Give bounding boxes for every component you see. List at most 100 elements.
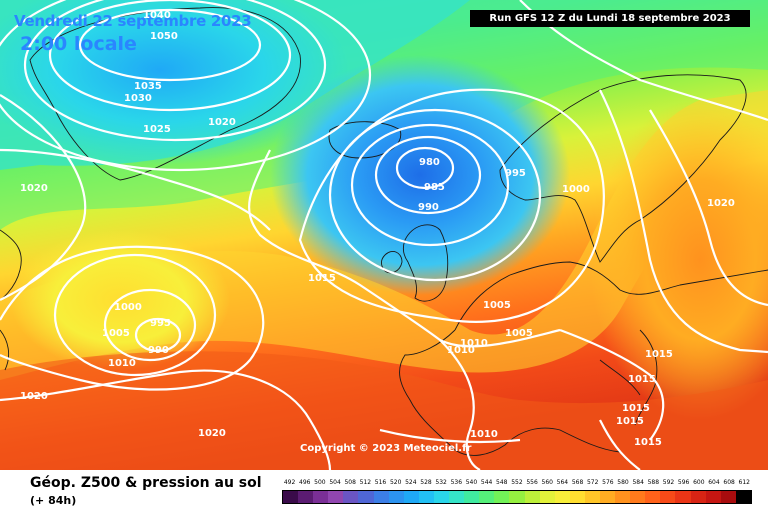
isobar-label: 1015 xyxy=(628,374,656,385)
color-scale-bar xyxy=(282,490,752,504)
scale-label: 560 xyxy=(541,479,553,486)
scale-label: 556 xyxy=(526,479,538,486)
scale-swatch xyxy=(373,491,389,503)
isobar-label: 1015 xyxy=(616,416,644,427)
forecast-date: Vendredi 22 septembre 2023 xyxy=(14,12,252,30)
map-title: Géop. Z500 & pression au sol xyxy=(30,475,262,491)
scale-swatch xyxy=(433,491,450,503)
isobar-label: 1015 xyxy=(622,403,650,414)
scale-swatch xyxy=(569,491,585,503)
scale-swatch xyxy=(645,491,661,503)
map-footer: Géop. Z500 & pression au sol (+ 84h) 492… xyxy=(0,470,768,512)
scale-label: 516 xyxy=(374,479,387,486)
scale-label: 496 xyxy=(299,479,311,486)
weather-map: Vendredi 22 septembre 2023 2:00 locale R… xyxy=(0,0,768,470)
scale-label: 552 xyxy=(511,479,523,486)
scale-label: 600 xyxy=(693,479,705,486)
scale-label: 504 xyxy=(329,479,341,486)
isobar-label: 1050 xyxy=(150,31,178,42)
scale-label: 612 xyxy=(738,479,750,486)
isobar-label: 1020 xyxy=(20,391,48,402)
scale-swatch xyxy=(660,491,676,503)
isobar-label: 1025 xyxy=(143,124,171,135)
scale-label: 608 xyxy=(723,479,735,486)
forecast-lead-time: (+ 84h) xyxy=(30,494,77,507)
scale-swatch xyxy=(313,491,329,503)
isobar-label: 1005 xyxy=(483,300,511,311)
isobar-label: 1020 xyxy=(208,117,236,128)
scale-swatch xyxy=(418,491,434,503)
isobars xyxy=(0,0,768,470)
isobar-label: 1010 xyxy=(470,429,498,440)
isobar-label: 1010 xyxy=(108,358,136,369)
isobar-label: 995 xyxy=(505,168,526,179)
scale-swatch xyxy=(388,491,404,503)
scale-label: 572 xyxy=(586,479,599,486)
scale-label: 564 xyxy=(556,479,569,486)
isobar-label: 1010 xyxy=(460,338,488,349)
scale-label: 508 xyxy=(344,479,356,486)
scale-label: 596 xyxy=(677,479,690,486)
isobar-label: 1015 xyxy=(308,273,336,284)
isobar-label: 1015 xyxy=(645,349,673,360)
isobar-label: 1035 xyxy=(134,81,162,92)
isobar-label: 980 xyxy=(419,157,440,168)
isobar-label: 1015 xyxy=(634,437,662,448)
scale-swatch xyxy=(283,491,299,503)
scale-swatch xyxy=(479,491,495,503)
scale-swatch xyxy=(735,491,751,503)
scale-label: 528 xyxy=(420,479,432,486)
scale-label: 604 xyxy=(708,479,720,486)
scale-swatch xyxy=(675,491,691,503)
scale-label: 588 xyxy=(647,479,660,486)
forecast-local-time: 2:00 locale xyxy=(20,33,137,55)
scale-swatch xyxy=(343,491,359,503)
isobar-label: 1005 xyxy=(102,328,130,339)
scale-swatch xyxy=(358,491,374,503)
scale-label: 592 xyxy=(662,479,675,486)
scale-label: 520 xyxy=(389,479,402,486)
scale-swatch xyxy=(720,491,736,503)
scale-label: 512 xyxy=(359,479,372,486)
isobar-label: 990 xyxy=(148,345,169,356)
scale-swatch xyxy=(509,491,525,503)
scale-swatch xyxy=(524,491,540,503)
scale-swatch xyxy=(554,491,570,503)
scale-label: 532 xyxy=(435,479,447,486)
scale-label: 576 xyxy=(602,479,614,486)
scale-label: 548 xyxy=(496,479,508,486)
scale-swatch xyxy=(328,491,344,503)
scale-label: 580 xyxy=(617,479,629,486)
scale-swatch xyxy=(449,491,465,503)
scale-swatch xyxy=(298,491,314,503)
copyright-notice: Copyright © 2023 Meteociel.fr xyxy=(300,443,472,454)
isobar-label: 1010 xyxy=(447,345,475,356)
scale-label: 584 xyxy=(632,479,644,486)
scale-swatch xyxy=(464,491,480,503)
scale-swatch xyxy=(690,491,706,503)
scale-swatch xyxy=(630,491,646,503)
geopotential-field xyxy=(0,0,768,470)
scale-swatch xyxy=(615,491,631,503)
isobar-label: 985 xyxy=(424,182,445,193)
isobar-label: 1030 xyxy=(124,93,152,104)
scale-label: 524 xyxy=(405,479,417,486)
scale-label: 568 xyxy=(571,479,584,486)
isobar-label: 1005 xyxy=(505,328,533,339)
scale-label: 544 xyxy=(480,479,493,486)
isobar-label: 995 xyxy=(150,318,171,329)
isobar-label: 1020 xyxy=(707,198,735,209)
scale-swatch xyxy=(494,491,510,503)
isobar-label: 990 xyxy=(418,202,439,213)
isobar-label: 1020 xyxy=(20,183,48,194)
isobar-label: 1000 xyxy=(562,184,590,195)
isobar-label: 1040 xyxy=(143,10,171,21)
scale-swatch xyxy=(539,491,555,503)
scale-swatch xyxy=(599,491,616,503)
isobar-label: 1020 xyxy=(198,428,226,439)
isobar-label: 1000 xyxy=(114,302,142,313)
scale-swatch xyxy=(403,491,419,503)
scale-swatch xyxy=(705,491,721,503)
scale-label: 492 xyxy=(283,479,296,486)
scale-swatch xyxy=(584,491,600,503)
